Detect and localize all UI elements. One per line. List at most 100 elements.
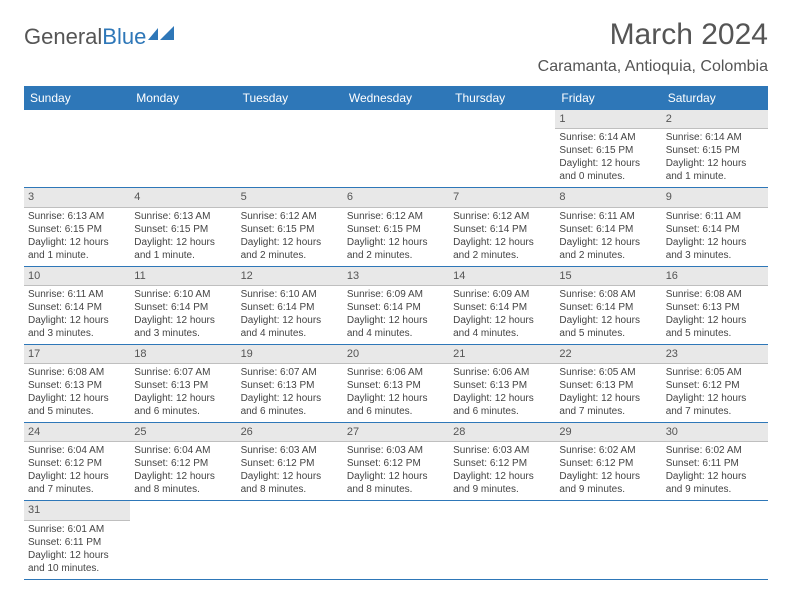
day-header-cell: Wednesday	[343, 86, 449, 110]
calendar-cell: 8Sunrise: 6:11 AMSunset: 6:14 PMDaylight…	[555, 188, 661, 265]
calendar-cell: 23 Sunrise: 6:05 AMSunset: 6:12 PMDayligh…	[662, 345, 768, 422]
calendar-body: 1Sunrise: 6:14 AMSunset: 6:15 PMDaylight…	[24, 110, 768, 580]
daylight-text: Daylight: 12 hours and 2 minutes.	[559, 236, 657, 262]
sunset-text: Sunset: 6:15 PM	[28, 223, 126, 236]
sunset-text: Sunset: 6:14 PM	[453, 301, 551, 314]
location-label: Caramanta, Antioquia, Colombia	[538, 58, 768, 76]
sunrise-text: Sunrise: 6:02 AM	[666, 444, 764, 457]
day-number: 9	[662, 188, 768, 207]
calendar-cell: 2Sunrise: 6:14 AMSunset: 6:15 PMDaylight…	[662, 110, 768, 187]
sunset-text: Sunset: 6:15 PM	[347, 223, 445, 236]
sunset-text: Sunset: 6:15 PM	[241, 223, 339, 236]
calendar-cell	[662, 501, 768, 578]
daylight-text: Daylight: 12 hours and 6 minutes.	[241, 392, 339, 418]
daylight-text: Daylight: 12 hours and 4 minutes.	[241, 314, 339, 340]
daylight-text: Daylight: 12 hours and 9 minutes.	[666, 470, 764, 496]
calendar-cell: 30Sunrise: 6:02 AMSunset: 6:11 PMDayligh…	[662, 423, 768, 500]
sunset-text: Sunset: 6:14 PM	[666, 223, 764, 236]
sunrise-text: Sunrise: 6:08 AM	[28, 366, 126, 379]
calendar-cell: 19 Sunrise: 6:07 AMSunset: 6:13 PMDayligh…	[237, 345, 343, 422]
day-header-cell: Monday	[130, 86, 236, 110]
sunrise-text: Sunrise: 6:14 AM	[559, 131, 657, 144]
sunset-text: Sunset: 6:15 PM	[134, 223, 232, 236]
calendar-cell	[237, 501, 343, 578]
calendar-cell: 1Sunrise: 6:14 AMSunset: 6:15 PMDaylight…	[555, 110, 661, 187]
day-number: 27	[343, 423, 449, 442]
calendar-cell: 29Sunrise: 6:02 AMSunset: 6:12 PMDayligh…	[555, 423, 661, 500]
day-header-cell: Thursday	[449, 86, 555, 110]
sunset-text: Sunset: 6:12 PM	[347, 457, 445, 470]
day-number: 29	[555, 423, 661, 442]
sunset-text: Sunset: 6:13 PM	[28, 379, 126, 392]
sunset-text: Sunset: 6:12 PM	[134, 457, 232, 470]
day-header-cell: Saturday	[662, 86, 768, 110]
calendar-week: 1Sunrise: 6:14 AMSunset: 6:15 PMDaylight…	[24, 110, 768, 188]
daylight-text: Daylight: 12 hours and 5 minutes.	[559, 314, 657, 340]
daylight-text: Daylight: 12 hours and 6 minutes.	[453, 392, 551, 418]
sunrise-text: Sunrise: 6:14 AM	[666, 131, 764, 144]
calendar-cell: 12Sunrise: 6:10 AMSunset: 6:14 PMDayligh…	[237, 267, 343, 344]
sunrise-text: Sunrise: 6:01 AM	[28, 523, 126, 536]
sunrise-text: Sunrise: 6:04 AM	[134, 444, 232, 457]
daylight-text: Daylight: 12 hours and 5 minutes.	[28, 392, 126, 418]
day-number: 19	[237, 345, 343, 364]
daylight-text: Daylight: 12 hours and 0 minutes.	[559, 157, 657, 183]
calendar-cell	[237, 110, 343, 187]
day-number: 25	[130, 423, 236, 442]
sunset-text: Sunset: 6:14 PM	[559, 223, 657, 236]
calendar-cell: 11Sunrise: 6:10 AMSunset: 6:14 PMDayligh…	[130, 267, 236, 344]
day-number: 8	[555, 188, 661, 207]
month-title: March 2024	[538, 18, 768, 52]
sunset-text: Sunset: 6:13 PM	[666, 301, 764, 314]
daylight-text: Daylight: 12 hours and 9 minutes.	[559, 470, 657, 496]
daylight-text: Daylight: 12 hours and 6 minutes.	[347, 392, 445, 418]
calendar-cell	[343, 501, 449, 578]
sunset-text: Sunset: 6:13 PM	[241, 379, 339, 392]
calendar-cell: 16Sunrise: 6:08 AMSunset: 6:13 PMDayligh…	[662, 267, 768, 344]
daylight-text: Daylight: 12 hours and 8 minutes.	[134, 470, 232, 496]
calendar-cell	[449, 501, 555, 578]
header: GeneralBlue March 2024 Caramanta, Antioq…	[24, 18, 768, 76]
sunset-text: Sunset: 6:12 PM	[666, 379, 764, 392]
sunrise-text: Sunrise: 6:04 AM	[28, 444, 126, 457]
sunset-text: Sunset: 6:14 PM	[559, 301, 657, 314]
calendar-cell	[343, 110, 449, 187]
sunset-text: Sunset: 6:11 PM	[28, 536, 126, 549]
sunrise-text: Sunrise: 6:12 AM	[347, 210, 445, 223]
day-number: 23	[662, 345, 768, 364]
calendar-week: 24Sunrise: 6:04 AMSunset: 6:12 PMDayligh…	[24, 423, 768, 501]
daylight-text: Daylight: 12 hours and 1 minute.	[28, 236, 126, 262]
daylight-text: Daylight: 12 hours and 8 minutes.	[347, 470, 445, 496]
daylight-text: Daylight: 12 hours and 4 minutes.	[347, 314, 445, 340]
sunset-text: Sunset: 6:15 PM	[559, 144, 657, 157]
calendar-week: 31Sunrise: 6:01 AMSunset: 6:11 PMDayligh…	[24, 501, 768, 579]
calendar-cell: 6Sunrise: 6:12 AMSunset: 6:15 PMDaylight…	[343, 188, 449, 265]
sunrise-text: Sunrise: 6:05 AM	[666, 366, 764, 379]
sunrise-text: Sunrise: 6:03 AM	[347, 444, 445, 457]
sunset-text: Sunset: 6:13 PM	[559, 379, 657, 392]
daylight-text: Daylight: 12 hours and 7 minutes.	[666, 392, 764, 418]
daylight-text: Daylight: 12 hours and 2 minutes.	[347, 236, 445, 262]
sunset-text: Sunset: 6:13 PM	[347, 379, 445, 392]
sunrise-text: Sunrise: 6:07 AM	[134, 366, 232, 379]
calendar-cell: 18Sunrise: 6:07 AMSunset: 6:13 PMDayligh…	[130, 345, 236, 422]
day-number: 12	[237, 267, 343, 286]
sunrise-text: Sunrise: 6:12 AM	[241, 210, 339, 223]
sunset-text: Sunset: 6:12 PM	[241, 457, 339, 470]
sunrise-text: Sunrise: 6:13 AM	[134, 210, 232, 223]
daylight-text: Daylight: 12 hours and 3 minutes.	[134, 314, 232, 340]
daylight-text: Daylight: 12 hours and 2 minutes.	[241, 236, 339, 262]
calendar-cell: 9Sunrise: 6:11 AMSunset: 6:14 PMDaylight…	[662, 188, 768, 265]
day-number: 22	[555, 345, 661, 364]
calendar-cell: 17Sunrise: 6:08 AMSunset: 6:13 PMDayligh…	[24, 345, 130, 422]
logo: GeneralBlue	[24, 18, 176, 50]
calendar-week: 3Sunrise: 6:13 AMSunset: 6:15 PMDaylight…	[24, 188, 768, 266]
sunrise-text: Sunrise: 6:05 AM	[559, 366, 657, 379]
sunset-text: Sunset: 6:14 PM	[134, 301, 232, 314]
sunrise-text: Sunrise: 6:07 AM	[241, 366, 339, 379]
calendar-cell: 14Sunrise: 6:09 AMSunset: 6:14 PMDayligh…	[449, 267, 555, 344]
day-number: 30	[662, 423, 768, 442]
day-number: 5	[237, 188, 343, 207]
sunset-text: Sunset: 6:14 PM	[28, 301, 126, 314]
calendar-week: 17Sunrise: 6:08 AMSunset: 6:13 PMDayligh…	[24, 345, 768, 423]
